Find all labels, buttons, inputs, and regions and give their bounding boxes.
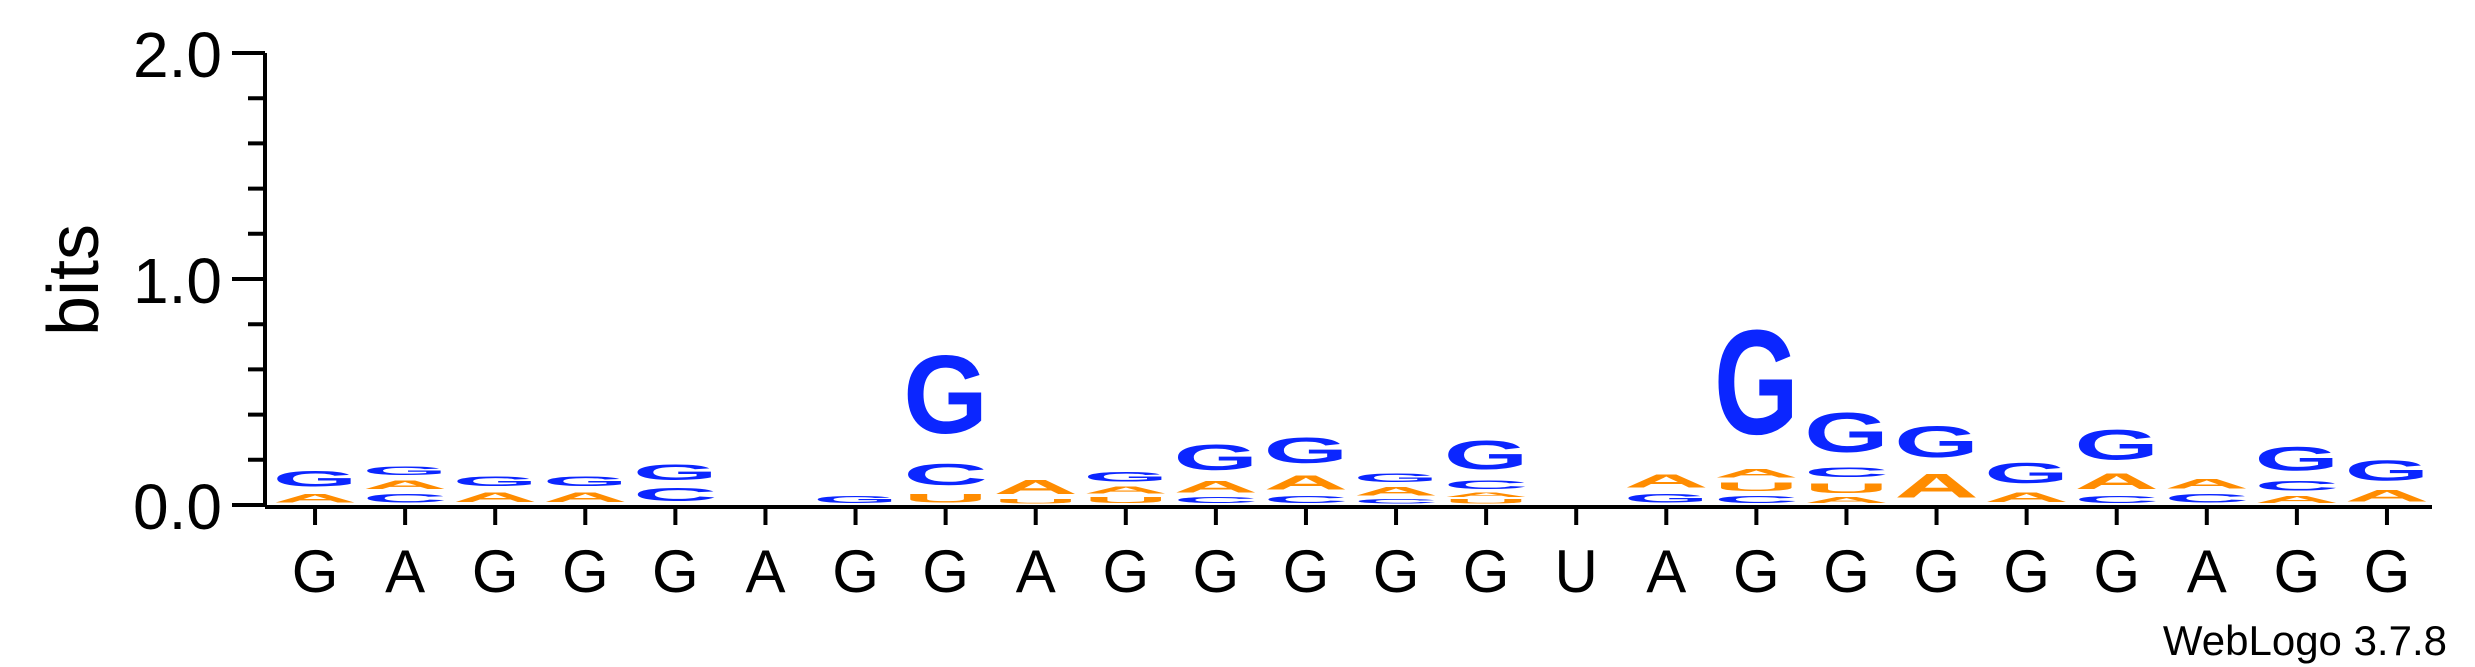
logo-letter-c: C: [2074, 494, 2159, 505]
logo-letter-c: C: [1264, 494, 1349, 505]
logo-letter-g: G: [1894, 417, 1979, 467]
logo-letter-g: G: [1624, 492, 1709, 505]
x-tick-label: A: [1646, 538, 1686, 605]
logo-letter-g: G: [813, 494, 898, 505]
x-tick-label: U: [1555, 538, 1598, 605]
logo-letter-a: A: [1984, 489, 2069, 505]
y-tick-label: 0.0: [133, 471, 222, 543]
x-tick-label: G: [1823, 538, 1870, 605]
y-axis-label: bits: [34, 224, 114, 336]
logo-letter-a: A: [453, 489, 538, 505]
logo-letter-u: U: [903, 491, 988, 505]
logo-letter-g: G: [1984, 457, 2069, 489]
x-tick-label: G: [1283, 538, 1330, 605]
logo-letter-c: C: [1804, 464, 1889, 480]
x-tick-label: G: [2364, 538, 2411, 605]
logo-letter-a: A: [2164, 475, 2249, 491]
x-tick-label: G: [832, 538, 879, 605]
x-tick-label: G: [562, 538, 609, 605]
x-tick-label: G: [292, 538, 339, 605]
logo-letter-g: G: [1804, 402, 1889, 465]
x-tick-label: G: [1373, 538, 1420, 605]
logo-letter-a: A: [993, 476, 1078, 499]
logo-letter-u: U: [1804, 480, 1889, 496]
logo-letter-c: C: [1354, 498, 1439, 505]
logo-letter-c: C: [2164, 491, 2249, 505]
logo-letter-a: A: [1714, 467, 1799, 481]
y-tick-label: 1.0: [133, 245, 222, 317]
x-tick-label: A: [1016, 538, 1056, 605]
logo-letter-u: U: [993, 498, 1078, 505]
x-tick-label: G: [2274, 538, 2321, 605]
x-tick-label: G: [1193, 538, 1240, 605]
logo-letter-g: G: [363, 464, 448, 477]
logo-letter-g: G: [2074, 421, 2159, 469]
logo-letter-c: C: [903, 458, 988, 492]
x-tick-label: G: [2003, 538, 2050, 605]
logo-letter-a: A: [1444, 491, 1529, 498]
logo-letter-u: U: [1083, 496, 1168, 505]
logo-letter-c: C: [1444, 478, 1529, 492]
logo-letter-a: A: [1804, 496, 1889, 505]
logo-letter-g: G: [1174, 438, 1259, 478]
weblogo-version-label: WebLogo 3.7.8: [2163, 617, 2447, 664]
logo-letter-a: A: [543, 489, 628, 505]
x-tick-label: A: [385, 538, 425, 605]
logo-letter-g: G: [2345, 455, 2430, 487]
logo-letter-u: U: [1714, 480, 1799, 494]
logo-letter-a: A: [1083, 485, 1168, 496]
logo-letter-g: G: [2255, 440, 2340, 478]
logo-letter-g: G: [1083, 469, 1168, 485]
x-tick-label: G: [1733, 538, 1780, 605]
x-tick-label: G: [472, 538, 519, 605]
logo-letter-a: A: [2345, 487, 2430, 505]
x-tick-label: A: [745, 538, 785, 605]
logo-letter-u: U: [1444, 498, 1529, 505]
logo-letter-g: G: [1354, 471, 1439, 484]
logo-letter-c: C: [1174, 496, 1259, 505]
logo-letter-g: G: [1264, 431, 1349, 471]
logo-letter-g: G: [633, 460, 718, 485]
logo-letter-c: C: [1714, 494, 1799, 505]
logo-letter-g: G: [903, 334, 988, 457]
logo-letter-a: A: [1264, 471, 1349, 494]
x-tick-label: G: [1102, 538, 1149, 605]
x-tick-label: A: [2187, 538, 2227, 605]
x-tick-label: G: [1913, 538, 1960, 605]
x-tick-label: G: [1463, 538, 1510, 605]
logo-letter-a: A: [1354, 485, 1439, 499]
y-ticks: 0.0 1.0 2.0: [133, 19, 265, 543]
logo-letter-g: G: [273, 466, 358, 491]
logo-letter-g: G: [1714, 299, 1799, 466]
logo-letter-c: C: [363, 491, 448, 505]
x-tick-label: G: [2093, 538, 2140, 605]
logo-letter-a: A: [273, 491, 358, 505]
logo-letter-a: A: [363, 478, 448, 492]
logo-letter-a: A: [1624, 471, 1709, 491]
logo-letter-c: C: [633, 485, 718, 505]
logo-letter-c: C: [2255, 478, 2340, 494]
logo-letter-a: A: [1894, 467, 1979, 505]
logo-letter-g: G: [1444, 433, 1529, 478]
x-tick-label: G: [652, 538, 699, 605]
y-tick-label: 2.0: [133, 19, 222, 91]
logo-letter-a: A: [1174, 478, 1259, 496]
y-axis: 0.0 1.0 2.0 bits: [34, 19, 267, 543]
logo-letter-a: A: [2074, 469, 2159, 494]
logo-letter-g: G: [453, 474, 538, 490]
x-tick-label: G: [922, 538, 969, 605]
logo-letter-a: A: [2255, 494, 2340, 505]
logo-letter-g: G: [543, 474, 628, 490]
